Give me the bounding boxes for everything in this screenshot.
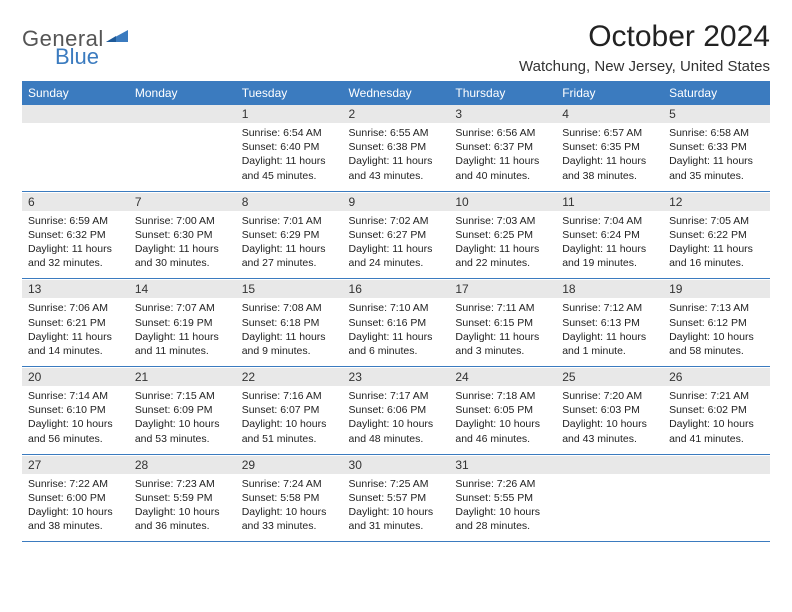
- info-cell: Sunrise: 6:59 AMSunset: 6:32 PMDaylight:…: [22, 211, 129, 279]
- date-cell: 5: [663, 105, 770, 124]
- calendar-table: Sunday Monday Tuesday Wednesday Thursday…: [22, 81, 770, 542]
- date-cell: 14: [129, 280, 236, 299]
- info-cell: Sunrise: 7:02 AMSunset: 6:27 PMDaylight:…: [343, 211, 450, 279]
- info-cell: Sunrise: 7:25 AMSunset: 5:57 PMDaylight:…: [343, 474, 450, 542]
- info-row: Sunrise: 7:22 AMSunset: 6:00 PMDaylight:…: [22, 474, 770, 542]
- date-row: 1 2 3 4 5: [22, 105, 770, 124]
- info-row: Sunrise: 6:54 AMSunset: 6:40 PMDaylight:…: [22, 123, 770, 191]
- date-cell: [22, 105, 129, 124]
- info-cell: Sunrise: 7:17 AMSunset: 6:06 PMDaylight:…: [343, 386, 450, 454]
- date-cell: 13: [22, 280, 129, 299]
- date-cell: 22: [236, 368, 343, 387]
- info-cell: Sunrise: 6:55 AMSunset: 6:38 PMDaylight:…: [343, 123, 450, 191]
- info-cell: Sunrise: 7:07 AMSunset: 6:19 PMDaylight:…: [129, 298, 236, 366]
- logo-mark-icon: [106, 28, 128, 51]
- date-cell: 12: [663, 192, 770, 211]
- info-row: Sunrise: 7:14 AMSunset: 6:10 PMDaylight:…: [22, 386, 770, 454]
- date-cell: 7: [129, 192, 236, 211]
- info-cell: [22, 123, 129, 191]
- info-cell: Sunrise: 7:06 AMSunset: 6:21 PMDaylight:…: [22, 298, 129, 366]
- page-title: October 2024: [519, 20, 770, 54]
- info-cell: Sunrise: 7:26 AMSunset: 5:55 PMDaylight:…: [449, 474, 556, 542]
- info-cell: Sunrise: 7:13 AMSunset: 6:12 PMDaylight:…: [663, 298, 770, 366]
- info-cell: Sunrise: 7:10 AMSunset: 6:16 PMDaylight:…: [343, 298, 450, 366]
- date-cell: 6: [22, 192, 129, 211]
- info-cell: Sunrise: 7:12 AMSunset: 6:13 PMDaylight:…: [556, 298, 663, 366]
- header: General Blue October 2024 Watchung, New …: [22, 20, 770, 75]
- info-cell: Sunrise: 7:22 AMSunset: 6:00 PMDaylight:…: [22, 474, 129, 542]
- date-cell: 17: [449, 280, 556, 299]
- bottom-border: [22, 542, 770, 543]
- date-cell: 1: [236, 105, 343, 124]
- dayhead-fri: Friday: [556, 82, 663, 105]
- info-cell: Sunrise: 7:18 AMSunset: 6:05 PMDaylight:…: [449, 386, 556, 454]
- dayhead-thu: Thursday: [449, 82, 556, 105]
- dayhead-tue: Tuesday: [236, 82, 343, 105]
- info-cell: Sunrise: 7:03 AMSunset: 6:25 PMDaylight:…: [449, 211, 556, 279]
- date-cell: 28: [129, 455, 236, 474]
- date-cell: 20: [22, 368, 129, 387]
- dayhead-sat: Saturday: [663, 82, 770, 105]
- info-cell: Sunrise: 7:21 AMSunset: 6:02 PMDaylight:…: [663, 386, 770, 454]
- date-cell: [556, 455, 663, 474]
- date-cell: 23: [343, 368, 450, 387]
- date-cell: 10: [449, 192, 556, 211]
- info-cell: Sunrise: 6:58 AMSunset: 6:33 PMDaylight:…: [663, 123, 770, 191]
- date-cell: 19: [663, 280, 770, 299]
- location-subtitle: Watchung, New Jersey, United States: [519, 58, 770, 75]
- dayhead-wed: Wednesday: [343, 82, 450, 105]
- date-cell: 30: [343, 455, 450, 474]
- date-row: 20 21 22 23 24 25 26: [22, 368, 770, 387]
- info-cell: [556, 474, 663, 542]
- date-cell: 25: [556, 368, 663, 387]
- logo: General Blue: [22, 26, 128, 52]
- info-cell: Sunrise: 7:00 AMSunset: 6:30 PMDaylight:…: [129, 211, 236, 279]
- dayhead-mon: Monday: [129, 82, 236, 105]
- date-cell: 18: [556, 280, 663, 299]
- date-cell: 24: [449, 368, 556, 387]
- date-cell: 31: [449, 455, 556, 474]
- info-cell: Sunrise: 7:14 AMSunset: 6:10 PMDaylight:…: [22, 386, 129, 454]
- date-row: 6 7 8 9 10 11 12: [22, 192, 770, 211]
- date-cell: 27: [22, 455, 129, 474]
- info-cell: Sunrise: 7:16 AMSunset: 6:07 PMDaylight:…: [236, 386, 343, 454]
- info-cell: Sunrise: 6:57 AMSunset: 6:35 PMDaylight:…: [556, 123, 663, 191]
- info-cell: Sunrise: 7:08 AMSunset: 6:18 PMDaylight:…: [236, 298, 343, 366]
- dayhead-sun: Sunday: [22, 82, 129, 105]
- date-cell: 29: [236, 455, 343, 474]
- info-cell: Sunrise: 7:23 AMSunset: 5:59 PMDaylight:…: [129, 474, 236, 542]
- info-cell: [663, 474, 770, 542]
- date-cell: 8: [236, 192, 343, 211]
- date-row: 13 14 15 16 17 18 19: [22, 280, 770, 299]
- info-row: Sunrise: 6:59 AMSunset: 6:32 PMDaylight:…: [22, 211, 770, 279]
- info-row: Sunrise: 7:06 AMSunset: 6:21 PMDaylight:…: [22, 298, 770, 366]
- logo-text-2: Blue: [55, 44, 99, 69]
- date-cell: 15: [236, 280, 343, 299]
- date-cell: 16: [343, 280, 450, 299]
- info-cell: Sunrise: 7:15 AMSunset: 6:09 PMDaylight:…: [129, 386, 236, 454]
- info-cell: Sunrise: 7:04 AMSunset: 6:24 PMDaylight:…: [556, 211, 663, 279]
- date-cell: 4: [556, 105, 663, 124]
- date-cell: [663, 455, 770, 474]
- date-cell: 3: [449, 105, 556, 124]
- date-cell: 21: [129, 368, 236, 387]
- info-cell: Sunrise: 6:54 AMSunset: 6:40 PMDaylight:…: [236, 123, 343, 191]
- info-cell: Sunrise: 7:20 AMSunset: 6:03 PMDaylight:…: [556, 386, 663, 454]
- date-cell: 11: [556, 192, 663, 211]
- date-cell: 2: [343, 105, 450, 124]
- info-cell: Sunrise: 7:05 AMSunset: 6:22 PMDaylight:…: [663, 211, 770, 279]
- info-cell: Sunrise: 6:56 AMSunset: 6:37 PMDaylight:…: [449, 123, 556, 191]
- date-cell: [129, 105, 236, 124]
- info-cell: Sunrise: 7:01 AMSunset: 6:29 PMDaylight:…: [236, 211, 343, 279]
- info-cell: [129, 123, 236, 191]
- day-header-row: Sunday Monday Tuesday Wednesday Thursday…: [22, 82, 770, 105]
- date-cell: 26: [663, 368, 770, 387]
- title-block: October 2024 Watchung, New Jersey, Unite…: [519, 20, 770, 75]
- info-cell: Sunrise: 7:24 AMSunset: 5:58 PMDaylight:…: [236, 474, 343, 542]
- date-row: 27 28 29 30 31: [22, 455, 770, 474]
- date-cell: 9: [343, 192, 450, 211]
- info-cell: Sunrise: 7:11 AMSunset: 6:15 PMDaylight:…: [449, 298, 556, 366]
